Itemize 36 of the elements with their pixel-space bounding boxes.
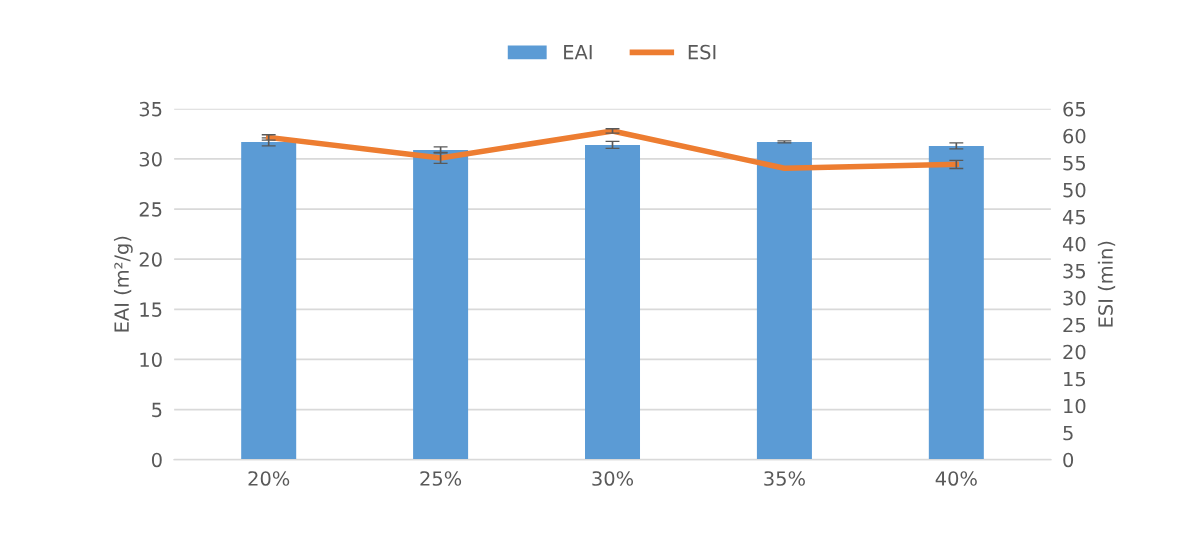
y-tick-label: 15 xyxy=(140,302,162,317)
y-tick-label: 10 xyxy=(140,352,162,368)
y2-tick-label: 50 xyxy=(1063,182,1086,198)
y2-tick-label: 10 xyxy=(1064,398,1086,414)
x-tick-label: 35% xyxy=(764,471,805,486)
y2-tick-label: 35 xyxy=(1063,263,1086,279)
y2-tick-label: 55 xyxy=(1063,155,1086,171)
legend-label: ESI xyxy=(688,44,716,60)
x-tick-label: 25% xyxy=(420,471,462,486)
legend-label: EAI xyxy=(564,45,592,60)
y-tick-label: 30 xyxy=(139,151,162,167)
y2-tick-label: 45 xyxy=(1062,209,1086,225)
bar xyxy=(756,141,812,460)
y-tick-label: 25 xyxy=(139,202,162,217)
y-tick-label: 5 xyxy=(152,402,162,418)
y-tick-label: 0 xyxy=(151,452,162,468)
y2-tick-label: 15 xyxy=(1064,371,1086,387)
bar xyxy=(413,149,469,460)
y-tick-label: 20 xyxy=(139,252,162,267)
x-tick-label: 20% xyxy=(248,471,290,486)
y2-tick-label: 30 xyxy=(1063,290,1086,306)
bar xyxy=(241,141,297,460)
y2-tick-label: 5 xyxy=(1063,425,1073,441)
bar xyxy=(585,144,641,460)
y2-tick-label: 65 xyxy=(1063,101,1086,117)
x-tick-label: 30% xyxy=(592,471,634,486)
y2-tick-label: 40 xyxy=(1062,236,1086,252)
y2-tick-label: 0 xyxy=(1063,452,1074,468)
y-tick-label: 35 xyxy=(139,101,162,117)
x-tick-label: 40% xyxy=(935,471,977,486)
y2-tick-label: 60 xyxy=(1063,128,1086,144)
bar xyxy=(928,145,984,460)
y2-axis-title: ESI (min) xyxy=(1097,241,1116,327)
y2-tick-label: 25 xyxy=(1063,317,1086,333)
y-axis-title: EAI (m²/g) xyxy=(113,236,133,332)
y2-tick-label: 20 xyxy=(1063,344,1086,360)
